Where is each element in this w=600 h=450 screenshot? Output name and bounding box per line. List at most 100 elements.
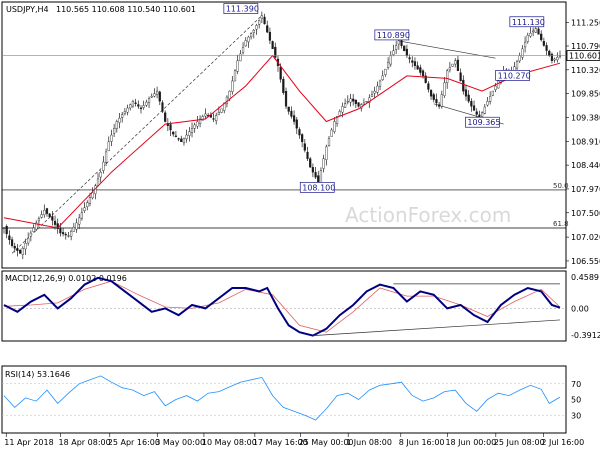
candle bbox=[131, 99, 135, 108]
candle-body bbox=[198, 118, 202, 124]
candle-body bbox=[325, 146, 328, 160]
candle bbox=[27, 232, 30, 246]
candle bbox=[244, 37, 247, 47]
candle-body bbox=[381, 75, 384, 81]
price-tick-label: 107.970 bbox=[571, 185, 600, 194]
candle bbox=[147, 96, 151, 109]
candle-body bbox=[341, 106, 344, 113]
candle-body bbox=[61, 232, 65, 235]
candle-body bbox=[96, 178, 100, 186]
macd-trendline bbox=[312, 319, 561, 336]
candle-body bbox=[268, 31, 272, 41]
candle-body bbox=[271, 41, 274, 50]
candle bbox=[558, 50, 562, 59]
price-tick-label: 110.790 bbox=[571, 42, 600, 51]
candle-body bbox=[335, 116, 339, 124]
candle-body bbox=[448, 67, 451, 71]
candle-body bbox=[357, 102, 360, 107]
candle-body bbox=[330, 129, 333, 137]
time-tick-label: 17 May 16:00 bbox=[253, 438, 308, 447]
candle-body bbox=[258, 20, 261, 25]
candle-body bbox=[104, 151, 108, 163]
candle bbox=[129, 103, 132, 111]
candle bbox=[362, 98, 366, 105]
candle-body bbox=[40, 214, 43, 218]
candle-body bbox=[370, 94, 374, 97]
candle bbox=[352, 93, 355, 106]
candle-body bbox=[215, 115, 218, 122]
candle-body bbox=[486, 101, 489, 106]
candle bbox=[327, 136, 331, 147]
candle bbox=[529, 27, 532, 38]
candle-body bbox=[86, 202, 89, 207]
candle bbox=[172, 131, 175, 137]
candle-body bbox=[142, 105, 145, 108]
candle-body bbox=[424, 75, 427, 83]
candle bbox=[413, 57, 417, 70]
candle bbox=[440, 90, 443, 109]
candle-body bbox=[438, 104, 441, 107]
candle-body bbox=[443, 82, 446, 96]
candle bbox=[180, 135, 183, 143]
candle bbox=[16, 244, 19, 257]
candle bbox=[150, 93, 153, 98]
candle-body bbox=[29, 232, 32, 237]
rsi-line bbox=[3, 375, 561, 421]
candle bbox=[464, 84, 468, 101]
candle bbox=[110, 129, 113, 147]
candle-body bbox=[284, 91, 288, 107]
candle-body bbox=[91, 192, 94, 199]
rsi-panel-frame bbox=[1, 365, 567, 434]
candle-body bbox=[156, 90, 159, 95]
candle bbox=[43, 204, 46, 218]
price-annotation: 109.365 bbox=[465, 116, 501, 128]
price-annotation: 110.270 bbox=[495, 70, 531, 81]
candle bbox=[432, 92, 435, 103]
candle bbox=[121, 112, 124, 123]
candle bbox=[553, 57, 556, 63]
time-tick-label: 25 Jun 08:00 bbox=[494, 438, 545, 447]
candle-body bbox=[497, 80, 500, 89]
candle-body bbox=[102, 161, 105, 171]
price-annotation: 111.130 bbox=[509, 16, 545, 28]
candle bbox=[470, 98, 473, 112]
candle bbox=[381, 70, 384, 81]
candle bbox=[373, 86, 376, 99]
candle bbox=[258, 19, 261, 29]
candle-body bbox=[153, 93, 156, 97]
candle-body bbox=[169, 124, 172, 131]
symbol-label: USDJPY,H4 bbox=[6, 5, 49, 14]
candle-body bbox=[16, 248, 19, 251]
candle bbox=[491, 90, 494, 97]
candle-body bbox=[464, 89, 468, 97]
candle bbox=[8, 230, 11, 245]
rsi-title: RSI(14) 53.1646 bbox=[5, 370, 70, 379]
annotation-label: 110.890 bbox=[377, 31, 410, 40]
candle-body bbox=[70, 231, 73, 237]
candle bbox=[263, 13, 266, 25]
candle-body bbox=[427, 83, 430, 90]
candle-body bbox=[78, 217, 81, 225]
candle bbox=[231, 76, 234, 95]
candle-body bbox=[400, 40, 403, 47]
candle-body bbox=[72, 226, 75, 232]
rsi-tick-label: 50 bbox=[571, 396, 581, 405]
price-tick-label: 109.850 bbox=[571, 90, 600, 99]
candle-body bbox=[376, 85, 379, 93]
candle-body bbox=[131, 101, 135, 107]
candle-body bbox=[204, 113, 207, 117]
candle bbox=[83, 202, 86, 213]
candle-body bbox=[462, 79, 465, 92]
candle bbox=[416, 61, 419, 70]
candle-body bbox=[368, 97, 371, 103]
candle bbox=[365, 101, 368, 103]
price-tick-label: 107.500 bbox=[571, 209, 600, 218]
candle-body bbox=[260, 15, 263, 19]
candle-body bbox=[311, 167, 314, 173]
price-tick-label: 110.320 bbox=[571, 66, 600, 75]
candle-body bbox=[362, 102, 366, 105]
candle bbox=[311, 163, 314, 178]
candle bbox=[123, 108, 126, 116]
macd-panel-frame bbox=[1, 270, 567, 342]
